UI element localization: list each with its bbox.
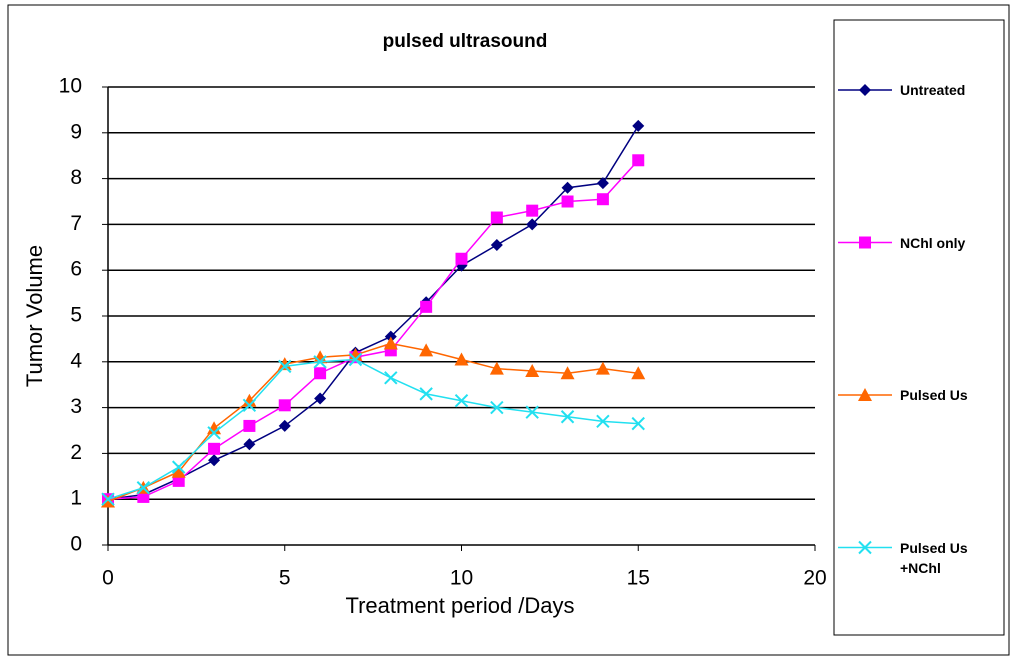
marker	[561, 195, 574, 208]
y-tick-label: 1	[70, 487, 82, 510]
chart-title: pulsed ultrasound	[383, 31, 548, 52]
x-tick-label: 15	[627, 567, 650, 590]
legend-box	[833, 19, 1005, 636]
y-tick-label: 3	[70, 395, 82, 418]
marker	[632, 154, 645, 167]
marker	[207, 426, 221, 440]
legend-label: NChl only	[900, 234, 966, 251]
marker	[277, 357, 292, 371]
marker	[596, 193, 609, 206]
marker	[242, 398, 257, 413]
x-tick-label: 20	[803, 567, 826, 590]
marker	[454, 394, 469, 408]
marker	[419, 387, 433, 401]
legend-label: Untreated	[900, 82, 966, 98]
marker	[136, 481, 151, 495]
marker	[455, 252, 468, 265]
marker	[278, 419, 291, 432]
y-tick-label: 7	[70, 212, 82, 235]
marker	[595, 361, 610, 375]
marker	[172, 474, 185, 487]
marker	[383, 336, 398, 350]
x-tick-label: 10	[450, 567, 473, 590]
marker	[419, 343, 434, 357]
marker	[859, 236, 871, 249]
marker	[101, 494, 115, 508]
marker	[489, 361, 504, 375]
marker	[384, 371, 398, 385]
x-axis-label: Treatment period /Days	[345, 593, 574, 618]
marker	[242, 393, 257, 407]
marker	[490, 400, 504, 415]
marker	[243, 438, 256, 451]
series-line	[107, 358, 639, 500]
marker	[101, 492, 115, 506]
legend-label: Pulsed Us	[900, 387, 968, 403]
marker	[526, 218, 539, 231]
marker	[313, 350, 328, 364]
legend-label: Pulsed Us +NChl	[900, 539, 968, 576]
marker	[278, 399, 291, 412]
marker	[525, 363, 540, 377]
x-tick-label: 0	[102, 567, 114, 590]
marker	[525, 405, 539, 419]
marker	[171, 460, 186, 474]
marker	[208, 454, 221, 467]
marker	[561, 181, 574, 194]
marker	[632, 119, 645, 132]
series-line	[107, 159, 639, 500]
y-tick-label: 9	[70, 120, 82, 143]
marker	[858, 388, 872, 401]
marker	[137, 490, 150, 503]
y-tick-label: 10	[59, 75, 82, 98]
marker	[348, 347, 363, 361]
marker	[631, 416, 645, 431]
marker	[243, 419, 256, 432]
marker	[560, 366, 575, 380]
marker	[631, 366, 646, 380]
y-tick-label: 6	[70, 258, 82, 281]
marker	[858, 540, 872, 555]
marker	[313, 355, 327, 369]
marker	[859, 84, 871, 96]
marker	[596, 414, 610, 429]
marker	[171, 464, 186, 478]
marker	[526, 204, 539, 217]
marker	[490, 239, 503, 252]
y-axis-label: Tumor Volume	[22, 245, 47, 387]
marker	[560, 410, 575, 424]
y-tick-label: 2	[70, 441, 82, 464]
y-tick-label: 8	[70, 166, 82, 189]
y-tick-label: 4	[70, 349, 82, 372]
marker	[420, 300, 433, 313]
marker	[278, 359, 292, 374]
marker	[490, 211, 503, 224]
x-tick-label: 5	[279, 567, 291, 590]
marker	[208, 442, 221, 455]
marker	[454, 352, 469, 366]
marker	[314, 392, 327, 405]
marker	[348, 352, 363, 367]
y-tick-label: 0	[70, 533, 82, 556]
marker	[596, 177, 609, 190]
marker	[314, 367, 327, 380]
y-tick-label: 5	[70, 304, 82, 327]
